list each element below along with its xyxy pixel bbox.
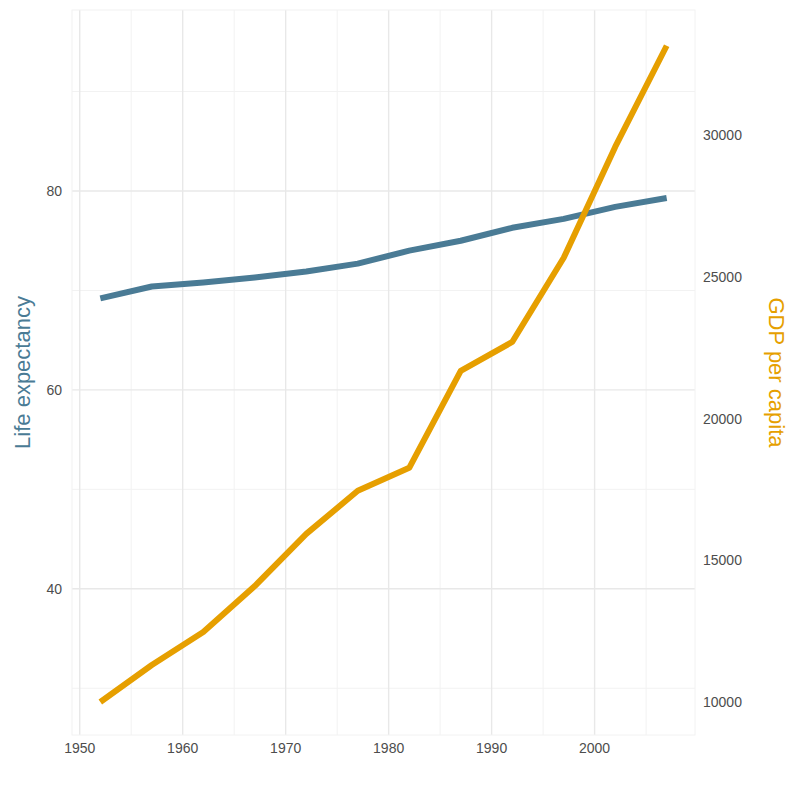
minor-grid-line	[72, 290, 695, 291]
x-tick-label: 2000	[579, 740, 610, 756]
grid-line	[79, 10, 80, 735]
grid-line	[72, 389, 695, 390]
minor-grid-line	[72, 489, 695, 490]
x-tick-label: 1990	[476, 740, 507, 756]
y2-tick-label: 10000	[703, 694, 742, 710]
y2-tick	[695, 418, 698, 419]
minor-grid-line	[131, 10, 132, 735]
y2-tick-label: 30000	[703, 127, 742, 143]
x-tick-label: 1960	[167, 740, 198, 756]
minor-grid-line	[543, 10, 544, 735]
grid-line	[285, 10, 286, 735]
y2-tick	[695, 702, 698, 703]
y2-tick-label: 20000	[703, 411, 742, 427]
grid-line	[72, 588, 695, 589]
minor-grid-line	[337, 10, 338, 735]
x-tick-label: 1980	[373, 740, 404, 756]
y-tick-label: 60	[46, 382, 62, 398]
grid-line	[182, 10, 183, 735]
series-line	[100, 46, 666, 702]
minor-grid-line	[646, 10, 647, 735]
plot-frame	[72, 10, 695, 735]
x-tick-label: 1950	[64, 740, 95, 756]
grid-line	[388, 10, 389, 735]
y2-tick	[695, 276, 698, 277]
grid	[72, 10, 695, 735]
grid-line	[72, 190, 695, 191]
minor-grid-line	[440, 10, 441, 735]
chart: 1950 1960 1970 1980 1990 2000 40 60 80 10000 15000…	[0, 0, 800, 800]
x-tick-label: 1970	[270, 740, 301, 756]
minor-grid-line	[72, 91, 695, 92]
minor-grid-line	[234, 10, 235, 735]
chart-container: 1950 1960 1970 1980 1990 2000 40 60 80 10000 15000…	[0, 0, 800, 800]
y2-tick	[695, 560, 698, 561]
y2-axis-title: GDP per capita	[764, 297, 789, 448]
y-tick-label: 80	[46, 183, 62, 199]
y2-tick	[695, 135, 698, 136]
grid-line	[594, 10, 595, 735]
y-axis-title: Life expectancy	[10, 296, 35, 449]
series-lines	[100, 46, 666, 702]
minor-grid-line	[72, 688, 695, 689]
grid-line	[491, 10, 492, 735]
y2-tick-label: 15000	[703, 552, 742, 568]
y-tick-label: 40	[46, 581, 62, 597]
y2-tick-label: 25000	[703, 269, 742, 285]
